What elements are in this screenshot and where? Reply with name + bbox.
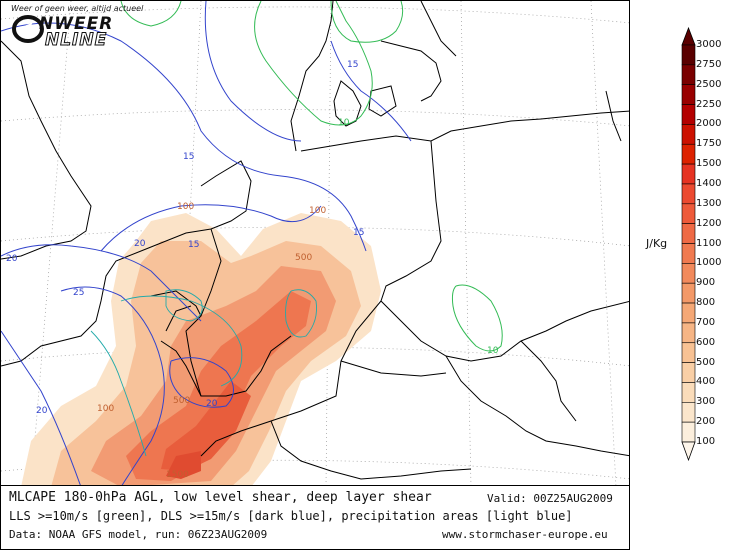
legend-swatch [681,44,696,66]
dls-label: 20 [6,254,18,264]
logo-brand-line1: NWEER [39,14,114,34]
legend-tick-label: 1100 [696,237,722,249]
legend-tick-label: 2250 [696,98,722,110]
weather-map: 10 10 15 15 15 15 20 20 20 25 20 100 100… [1,1,629,485]
legend-swatch [681,64,696,85]
legend-tick-label: 1300 [696,197,722,209]
cape-label: 100 [177,202,194,212]
legend-tick-label: 1500 [696,158,722,170]
cape-label: 100 [309,206,326,216]
legend-tick-label: 3000 [696,39,722,50]
legend-swatch [681,243,696,264]
dls-label: 20 [36,406,48,416]
cape-label: 100 [97,404,114,414]
valid-time: Valid: 00Z25AUG2009 [487,492,613,505]
legend-tick-label: 1200 [696,217,722,229]
dls-label: 15 [353,228,364,238]
lls-label: 10 [487,346,499,356]
legend-swatch [681,302,696,324]
dls-label: 15 [188,240,199,250]
map-subtitle: LLS >=10m/s [green], DLS >=15m/s [dark b… [9,509,573,523]
legend-tick-label: 900 [696,277,716,289]
legend-swatch [681,362,696,383]
legend-tick-label: 500 [696,356,716,368]
legend-swatch [681,342,696,363]
legend-unit: J/Kg [646,237,668,250]
cape-label: 500 [295,253,312,263]
legend-tick-label: 100 [696,436,716,447]
logo-brand-line2: NLINE [44,30,108,51]
logo-o-icon [12,15,44,43]
dls-label: 15 [183,152,194,162]
caption-panel: MLCAPE 180-0hPa AGL, low level shear, de… [0,486,630,550]
cape-label: 500 [173,396,190,406]
contour-labels: 10 10 15 15 15 15 20 20 20 25 20 100 100… [6,60,499,480]
legend-tick-label: 200 [696,416,716,428]
dls-label: 15 [347,60,358,70]
legend-bottom-arrow [681,441,696,462]
cape-label: 1500 [166,470,189,480]
coastlines [1,1,629,480]
legend-swatch [681,203,696,224]
website-link[interactable]: www.stormchaser-europe.eu [442,528,608,541]
dls-label: 25 [73,288,84,298]
legend-tick-label: 2000 [696,118,722,130]
legend-swatch [681,143,696,165]
map-title: MLCAPE 180-0hPa AGL, low level shear, de… [9,490,432,505]
legend-tick-label: 400 [696,376,716,388]
legend-top-arrow [681,26,696,46]
legend-swatch [681,163,696,185]
legend-tick-label: 800 [696,297,716,309]
data-source: Data: NOAA GFS model, run: 06Z23AUG2009 [9,528,268,541]
legend-tick-label: 300 [696,396,716,408]
legend-swatch [681,401,696,423]
legend-swatch [681,282,696,304]
lls-label: 10 [338,118,350,128]
legend-swatch [681,263,696,284]
legend-swatch [681,223,696,244]
legend-swatch [681,104,696,125]
map-panel: 10 10 15 15 15 15 20 20 20 25 20 100 100… [0,0,630,486]
legend-tick-label: 2750 [696,58,722,70]
legend-swatch [681,421,696,443]
logo-tagline: Weer of geen weer, altijd actueel [11,4,144,13]
cape-700-area [126,291,311,481]
legend-tick-label: 600 [696,336,716,348]
lls-contours [120,1,503,352]
legend-swatch [681,322,696,344]
onweer-online-logo: Weer of geen weer, altijd actueel NWEER … [5,4,165,54]
dls-label: 20 [134,239,146,249]
legend-tick-label: 1750 [696,138,722,150]
legend-swatch [681,124,696,145]
legend-swatch [681,382,696,403]
legend-colorbar [681,26,696,462]
dls-label: 20 [206,399,218,409]
cape-shading [21,213,381,485]
legend-tick-label: 1000 [696,257,722,269]
precip-contours [90,289,317,457]
legend-swatch [681,183,696,205]
cape-1400-area [166,451,201,479]
legend-tick-label: 1400 [696,177,722,189]
dls-contours [1,1,412,485]
legend-tick-label: 2500 [696,78,722,90]
legend-swatch [681,84,696,105]
color-legend [630,0,733,550]
legend-tick-label: 700 [696,316,716,328]
